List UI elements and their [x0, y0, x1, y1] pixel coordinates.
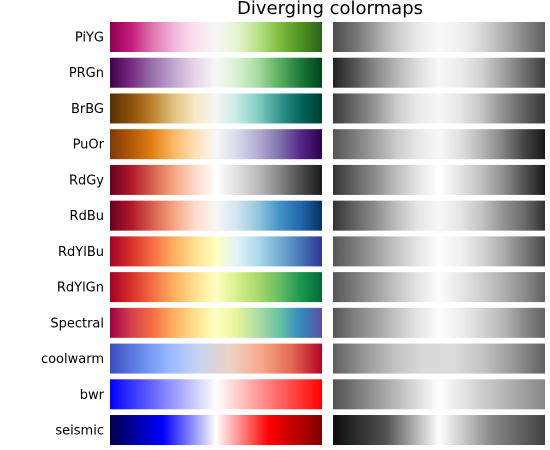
color-strip [110, 307, 322, 338]
color-strip [110, 57, 322, 88]
gray-strip [333, 57, 545, 88]
color-strip [110, 379, 322, 410]
title: Diverging colormaps [237, 0, 423, 19]
gray-strip [333, 200, 545, 231]
colormap-label: BrBG [71, 102, 104, 117]
gray-strip [333, 129, 545, 160]
color-strip [110, 200, 322, 231]
gray-strip [333, 164, 545, 195]
gray-strip [333, 343, 545, 374]
color-strip [110, 164, 322, 195]
gray-strip [333, 22, 545, 52]
colormap-label: coolwarm [41, 352, 104, 367]
colormap-label: PRGn [69, 66, 104, 81]
colormap-label: bwr [80, 388, 105, 403]
color-strip [110, 236, 322, 267]
color-strip [110, 415, 322, 446]
colormap-label: RdBu [70, 209, 104, 224]
colormap-label: PuOr [73, 138, 105, 153]
gray-strip [333, 93, 545, 124]
colormap-label: RdYlGn [57, 281, 104, 296]
gray-strip [333, 307, 545, 338]
colormap-label: RdGy [69, 173, 104, 188]
color-strip [110, 129, 322, 160]
colormap-label: RdYlBu [58, 245, 104, 260]
color-strip [110, 272, 322, 303]
colormap-label: Spectral [50, 316, 104, 331]
color-strip [110, 343, 322, 374]
color-strip [110, 22, 322, 52]
colormap-label: PiYG [75, 31, 104, 46]
color-strip [110, 93, 322, 124]
gray-strip [333, 415, 545, 446]
gray-strip [333, 236, 545, 267]
gray-strip [333, 272, 545, 303]
colormap-label: seismic [55, 424, 104, 439]
gray-strip [333, 379, 545, 410]
